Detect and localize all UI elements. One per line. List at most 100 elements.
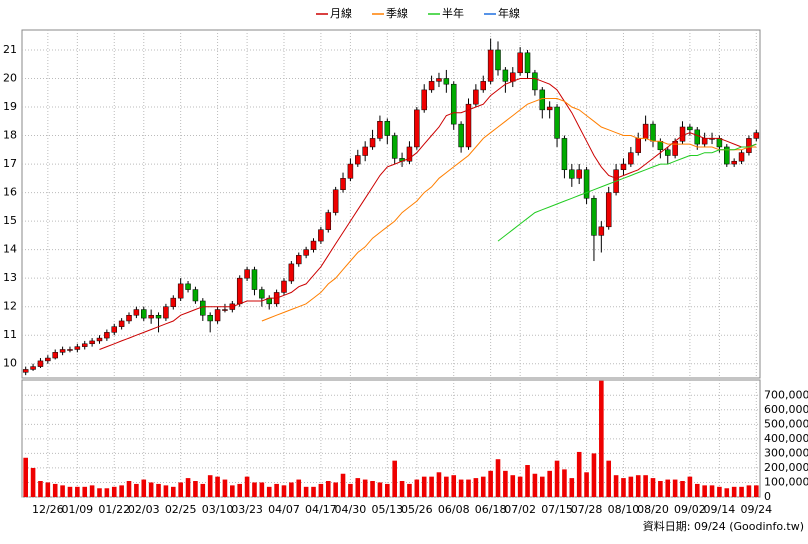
candle-body (362, 146, 368, 156)
candle-body (251, 269, 258, 290)
volume-bar (45, 482, 51, 497)
candle-body (657, 140, 664, 151)
volume-bar (141, 479, 147, 497)
volume-bar (525, 465, 530, 497)
legend-label: 月線 (330, 6, 352, 20)
candle-body (443, 78, 450, 85)
x-tick-label: 05/13 (371, 503, 403, 516)
volume-bar (82, 486, 88, 497)
candle-body (22, 369, 29, 373)
volume-bar (488, 470, 493, 497)
candle-body (89, 340, 95, 345)
candle-body (569, 169, 575, 179)
candle-body (465, 103, 472, 148)
candle-body (532, 72, 538, 91)
x-tick-label: 12/26 (32, 503, 64, 516)
y-tick-label: 18 (3, 129, 17, 142)
ma-line (99, 78, 757, 350)
volume-bar (510, 475, 516, 497)
x-tick-label: 03/10 (202, 503, 234, 516)
volume-bar (444, 476, 449, 497)
candle-body (155, 314, 162, 319)
y-tick-label: 11 (3, 328, 17, 341)
candle-body (369, 138, 376, 148)
volume-bar (687, 476, 693, 497)
candle-body (731, 160, 737, 165)
candle-body (192, 289, 199, 302)
candle-body (598, 226, 605, 236)
x-tick-label: 09/02 (674, 503, 706, 516)
volume-bar (569, 478, 575, 497)
candle-body (753, 132, 760, 139)
candle-body (738, 152, 745, 162)
candle-body (635, 138, 641, 153)
volume-bar (185, 478, 191, 497)
candle-body (687, 126, 693, 131)
candle-body (576, 169, 582, 179)
volume-bar (193, 481, 198, 497)
candle-body (118, 320, 125, 327)
volume-bar (436, 472, 442, 497)
candle-body (281, 280, 287, 293)
y-tick-label: 10 (3, 357, 17, 370)
candle-body (170, 297, 177, 307)
y-tick-label: 14 (3, 243, 17, 256)
volume-bar (562, 469, 567, 497)
volume-bar (547, 470, 552, 497)
candle-body (355, 155, 361, 165)
volume-bar (244, 476, 250, 497)
volume-bar (724, 488, 730, 497)
candle-body (620, 163, 627, 171)
candle-body (222, 309, 228, 311)
volume-bar (480, 476, 486, 497)
volume-bar (399, 481, 405, 497)
candle-body (510, 72, 516, 82)
volume-bar (576, 451, 582, 497)
volume-bar (517, 476, 523, 497)
x-tick-label: 08/20 (637, 503, 669, 516)
y-tick-label: 17 (3, 157, 17, 170)
volume-bar (539, 476, 545, 497)
candle-body (450, 83, 457, 125)
volume-bar (377, 482, 383, 497)
candle-body (45, 357, 51, 362)
volume-bar (126, 481, 132, 497)
x-tick-label: 06/08 (438, 503, 470, 516)
x-tick-label: 01/22 (98, 503, 130, 516)
x-tick-label: 09/24 (740, 503, 772, 516)
candle-body (377, 121, 383, 139)
candle-body (650, 123, 656, 142)
candle-body (679, 126, 686, 142)
candle-body (591, 198, 597, 236)
candle-body (524, 52, 531, 74)
volume-bar (230, 485, 235, 497)
y-tick-label: 19 (3, 100, 17, 113)
volume-bar (591, 453, 597, 497)
candle-body (310, 240, 317, 250)
candle-body (104, 332, 110, 339)
volume-bar (67, 486, 73, 497)
volume-bar (60, 485, 65, 497)
candle-body (96, 337, 103, 342)
candle-body (502, 69, 509, 82)
volume-bar (709, 485, 715, 497)
volume-bar (318, 483, 324, 497)
candle-body (724, 146, 730, 165)
candle-body (303, 249, 309, 256)
candle-body (347, 163, 354, 179)
candle-body (74, 346, 81, 350)
volume-bar (643, 475, 648, 497)
volume-bar (754, 485, 759, 497)
y-tick-label: 16 (3, 186, 17, 199)
volume-bar (148, 482, 154, 497)
candle-body (694, 129, 701, 145)
volume-bar (680, 481, 685, 497)
y2-tick-label: 200,000 (764, 461, 808, 474)
legend-label: 年線 (498, 6, 520, 20)
y2-tick-label: 100,000 (764, 475, 808, 488)
footer: 資料日期: 09/24 (Goodinfo.tw) (643, 519, 804, 533)
volume-bar (694, 483, 700, 497)
candle-body (406, 146, 413, 162)
